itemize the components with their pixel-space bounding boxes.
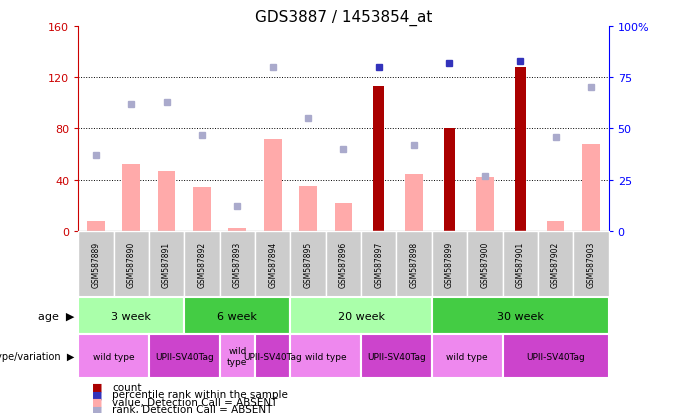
Text: count: count xyxy=(112,382,141,392)
Bar xyxy=(573,231,609,297)
Text: GSM587898: GSM587898 xyxy=(409,241,419,287)
Text: GSM587899: GSM587899 xyxy=(445,241,454,287)
Bar xyxy=(122,165,140,231)
Text: UPII-SV40Tag: UPII-SV40Tag xyxy=(367,352,426,361)
Bar xyxy=(476,178,494,231)
Bar xyxy=(149,335,220,378)
Bar xyxy=(149,231,184,297)
Bar xyxy=(264,139,282,231)
Bar xyxy=(220,231,255,297)
Bar xyxy=(78,297,184,335)
Bar xyxy=(444,129,455,231)
Bar xyxy=(255,335,290,378)
Text: wild type: wild type xyxy=(305,352,347,361)
Bar xyxy=(326,231,361,297)
Bar xyxy=(78,231,114,297)
Bar xyxy=(361,335,432,378)
Title: GDS3887 / 1453854_at: GDS3887 / 1453854_at xyxy=(255,9,432,26)
Bar xyxy=(396,231,432,297)
Bar xyxy=(290,297,432,335)
Text: wild type: wild type xyxy=(92,352,135,361)
Bar xyxy=(220,335,255,378)
Bar xyxy=(184,297,290,335)
Bar xyxy=(503,231,538,297)
Bar xyxy=(432,231,467,297)
Text: value, Detection Call = ABSENT: value, Detection Call = ABSENT xyxy=(112,397,277,407)
Bar xyxy=(193,188,211,231)
Text: 30 week: 30 week xyxy=(497,311,543,321)
Text: GSM587903: GSM587903 xyxy=(586,241,596,287)
Text: ■: ■ xyxy=(92,397,102,407)
Text: ■: ■ xyxy=(92,404,102,413)
Text: GSM587895: GSM587895 xyxy=(303,241,313,287)
Text: UPII-SV40Tag: UPII-SV40Tag xyxy=(155,352,214,361)
Text: genotype/variation  ▶: genotype/variation ▶ xyxy=(0,351,75,361)
Text: GSM587902: GSM587902 xyxy=(551,241,560,287)
Bar xyxy=(290,335,361,378)
Text: percentile rank within the sample: percentile rank within the sample xyxy=(112,389,288,399)
Bar xyxy=(515,68,526,231)
Bar xyxy=(87,221,105,231)
Bar xyxy=(361,231,396,297)
Bar xyxy=(114,231,149,297)
Text: ■: ■ xyxy=(92,382,102,392)
Bar xyxy=(405,175,423,231)
Text: GSM587901: GSM587901 xyxy=(515,241,525,287)
Text: GSM587890: GSM587890 xyxy=(126,241,136,287)
Text: UPII-SV40Tag: UPII-SV40Tag xyxy=(526,352,585,361)
Text: GSM587896: GSM587896 xyxy=(339,241,348,287)
Text: ■: ■ xyxy=(92,389,102,399)
Text: UPII-SV40Tag: UPII-SV40Tag xyxy=(243,352,302,361)
Text: GSM587894: GSM587894 xyxy=(268,241,277,287)
Bar xyxy=(373,87,384,231)
Bar xyxy=(158,171,175,231)
Text: GSM587889: GSM587889 xyxy=(91,241,101,287)
Text: age  ▶: age ▶ xyxy=(39,311,75,321)
Text: GSM587900: GSM587900 xyxy=(480,241,490,287)
Text: wild type: wild type xyxy=(446,352,488,361)
Bar xyxy=(299,187,317,231)
Bar xyxy=(582,145,600,231)
Bar xyxy=(432,297,609,335)
Bar xyxy=(184,231,220,297)
Text: GSM587891: GSM587891 xyxy=(162,241,171,287)
Bar xyxy=(255,231,290,297)
Text: rank, Detection Call = ABSENT: rank, Detection Call = ABSENT xyxy=(112,404,273,413)
Bar xyxy=(432,335,503,378)
Text: wild
type: wild type xyxy=(227,347,248,366)
Bar xyxy=(228,229,246,231)
Bar xyxy=(335,203,352,231)
Text: GSM587897: GSM587897 xyxy=(374,241,384,287)
Text: 6 week: 6 week xyxy=(218,311,257,321)
Bar xyxy=(538,231,573,297)
Text: GSM587893: GSM587893 xyxy=(233,241,242,287)
Bar xyxy=(467,231,503,297)
Bar xyxy=(290,231,326,297)
Text: 3 week: 3 week xyxy=(112,311,151,321)
Bar xyxy=(78,335,149,378)
Bar xyxy=(547,221,564,231)
Bar xyxy=(503,335,609,378)
Text: GSM587892: GSM587892 xyxy=(197,241,207,287)
Text: 20 week: 20 week xyxy=(337,311,385,321)
